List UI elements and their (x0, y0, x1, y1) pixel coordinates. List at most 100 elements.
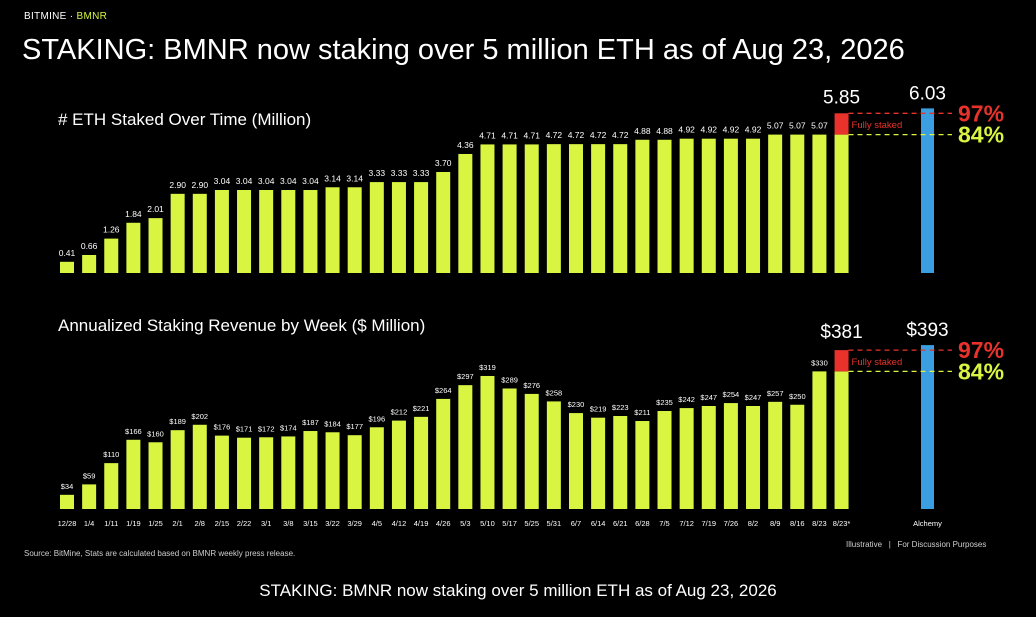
x-tick-label-30: 7/26 (724, 519, 739, 528)
panel-1-value-label-12: $184 (324, 419, 341, 428)
panel-1-value-label-34: $330 (811, 358, 828, 367)
panel-0-bar-9 (259, 190, 274, 273)
x-tick-label-29: 7/19 (701, 519, 716, 528)
panel-1-bar-0 (60, 494, 74, 509)
x-tick-label-1: 1/4 (84, 519, 94, 528)
x-tick-label-19: 5/10 (480, 519, 495, 528)
brand-separator: · (66, 11, 77, 22)
panel-0-bar-26 (635, 139, 650, 273)
panel-0-value-label-15: 3.33 (391, 168, 408, 178)
panel-1-bar-14 (369, 427, 384, 509)
x-tick-label-23: 6/7 (571, 519, 581, 528)
panel-0-bar-19 (480, 144, 495, 273)
panel-1-value-label-32: $257 (767, 389, 784, 398)
x-tick-label-33: 8/16 (790, 519, 805, 528)
panel-0-bar-5 (170, 193, 185, 273)
panel-1-value-label-28: $242 (678, 395, 695, 404)
panel-1-bar-3 (126, 439, 141, 509)
panel-0-bar-4 (148, 218, 163, 273)
panel-1-value-label-33: $250 (789, 392, 806, 401)
panel-1-bar-28 (679, 408, 694, 509)
page-title: STAKING: BMNR now staking over 5 million… (22, 34, 905, 66)
panel-1-value-label-31: $247 (745, 393, 762, 402)
panel-0-bar-29 (701, 138, 716, 273)
panel-0-bar-1 (82, 254, 97, 273)
panel-0-bar-28 (679, 138, 694, 273)
x-tick-label-6: 2/8 (195, 519, 205, 528)
panel-0-bar-22 (546, 144, 561, 273)
panel-0-value-label-29: 4.92 (700, 125, 717, 135)
panel-0-value-label-34: 5.07 (811, 121, 828, 131)
panel-0-value-label-28: 4.92 (678, 125, 695, 135)
panel-1-bar-33 (790, 404, 805, 509)
panel-0-bar-30 (723, 138, 738, 273)
panel-1-value-label-24: $219 (590, 405, 607, 414)
x-tick-label-35: 8/23* (833, 519, 851, 528)
panel-1-value-label-15: $212 (391, 408, 408, 417)
panel-0-bar-23 (568, 144, 583, 273)
panel-0-value-label-8: 3.04 (236, 176, 253, 186)
panel-0-value-label-26: 4.88 (634, 126, 651, 136)
panel-1-value-label-20: $289 (501, 375, 518, 384)
panel-0-value-label-3: 1.84 (125, 209, 142, 219)
panel-1-bar-31 (746, 406, 761, 509)
panel-1-value-label-16: $221 (413, 404, 430, 413)
panel-0-bar-12 (325, 187, 340, 273)
panel-0-value-label-4: 2.01 (147, 204, 164, 214)
x-tick-label-13: 3/29 (347, 519, 362, 528)
x-tick-label-0: 12/28 (58, 519, 77, 528)
panel-1-value-label-18: $297 (457, 372, 474, 381)
panel-1-bar-7 (214, 435, 229, 509)
panel-0-bar-21 (524, 144, 539, 273)
panel-1-bar-4 (148, 442, 163, 509)
panel-1-bar-9 (259, 437, 274, 509)
x-tick-label-7: 2/15 (215, 519, 230, 528)
panel-1-value-label-9: $172 (258, 424, 275, 433)
panel-0-value-label-33: 5.07 (789, 121, 806, 131)
panel-1-bar-13 (347, 435, 362, 509)
panel-1-bar-1 (82, 484, 97, 509)
panel-0-bar-10 (281, 190, 296, 273)
panel-1-bar-24 (591, 417, 606, 509)
panel-1-ref-label-0: 97% (958, 337, 1004, 363)
x-tick-label-27: 7/5 (659, 519, 669, 528)
x-tick-label-17: 4/26 (436, 519, 451, 528)
panel-1-bar-12 (325, 432, 340, 509)
panel-0-bar-16 (414, 182, 429, 273)
panel-0-bar-24 (591, 144, 606, 273)
x-tick-label-8: 2/22 (237, 519, 252, 528)
panel-0-bar-31 (746, 138, 761, 273)
panel-0-bar-33 (790, 134, 805, 273)
panel-1-bar-30 (723, 403, 738, 509)
panel-0-value-label-5: 2.90 (169, 180, 186, 190)
panel-1-value-label-26: $211 (634, 408, 650, 417)
brand-header: BITMINE · BMNR (24, 11, 107, 22)
x-tick-label-28: 7/12 (679, 519, 694, 528)
x-tick-label-11: 3/15 (303, 519, 318, 528)
x-tick-label-14: 4/5 (372, 519, 382, 528)
x-tick-label-10: 3/8 (283, 519, 293, 528)
panel-0-value-label-12: 3.14 (324, 173, 341, 183)
panel-0-bar-13 (347, 187, 362, 273)
panel-0-fully-staked-total-label: 5.85 (823, 87, 860, 108)
panel-1-bar-35 (834, 371, 849, 509)
disclaimer-discussion: For Discussion Purposes (897, 540, 987, 549)
panel-1-bar-21 (524, 393, 539, 509)
panel-1-bar-20 (502, 388, 517, 509)
panel-1-fully-staked-text: Fully staked (852, 357, 903, 368)
panel-1-value-label-11: $187 (302, 418, 319, 427)
panel-1-value-label-19: $319 (479, 363, 496, 372)
panel-0-value-label-10: 3.04 (280, 176, 297, 186)
panel-1-value-label-2: $110 (103, 450, 119, 459)
panel-0-value-label-2: 1.26 (103, 225, 120, 235)
x-tick-label-3: 1/19 (126, 519, 141, 528)
panel-1-bar-5 (170, 430, 185, 509)
source-note: Source: BitMine, Stats are calculated ba… (24, 549, 296, 558)
panel-0-value-label-6: 2.90 (192, 180, 209, 190)
x-tick-label-15: 4/12 (392, 519, 407, 528)
x-tick-label-20: 5/17 (502, 519, 517, 528)
panel-1-bar-2 (104, 463, 119, 509)
panel-0-value-label-11: 3.04 (302, 176, 319, 186)
panel-1-bar-11 (303, 431, 318, 509)
